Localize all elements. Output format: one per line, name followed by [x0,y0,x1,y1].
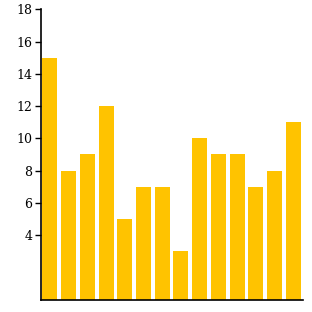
Bar [173,251,188,300]
Bar [248,187,263,300]
Bar [117,219,132,300]
Bar [211,154,226,300]
Bar [136,187,151,300]
Bar [42,58,57,300]
Bar [230,154,245,300]
Bar [61,171,76,300]
Bar [99,106,114,300]
Bar [80,154,95,300]
Bar [286,122,301,300]
Bar [155,187,170,300]
Bar [267,171,282,300]
Bar [192,138,207,300]
